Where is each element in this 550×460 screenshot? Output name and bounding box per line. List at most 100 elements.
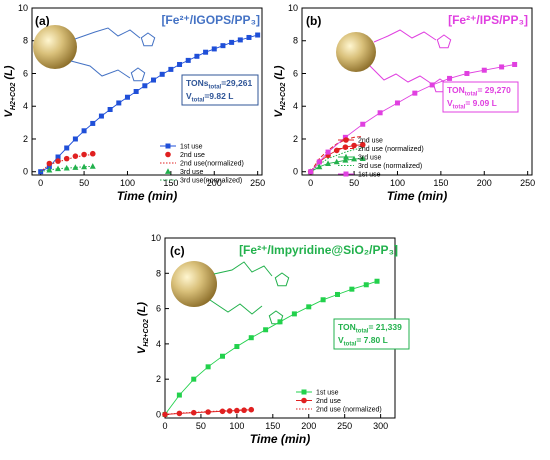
data-point bbox=[55, 165, 62, 172]
data-point bbox=[46, 166, 53, 173]
legend-label: 2nd use(normalized) bbox=[180, 161, 244, 168]
y-tick-label: 8 bbox=[156, 268, 161, 278]
legend-label: 2nd use (normalized) bbox=[316, 407, 382, 414]
y-tick-label: 0 bbox=[293, 167, 298, 177]
data-point bbox=[248, 335, 254, 341]
chart-title: [Fe²⁺/Impyridine@SiO₂/PP₃] bbox=[239, 243, 398, 257]
series-line bbox=[310, 64, 515, 172]
data-point bbox=[464, 70, 470, 76]
data-point bbox=[325, 149, 331, 155]
x-tick-label: 300 bbox=[373, 421, 388, 431]
linker-chain-icon bbox=[369, 65, 433, 85]
y-tick-label: 0 bbox=[23, 167, 28, 177]
data-point bbox=[194, 53, 200, 59]
y-tick-label: 10 bbox=[18, 3, 28, 13]
data-point bbox=[46, 164, 52, 170]
x-axis-label: Time (min) bbox=[250, 432, 310, 446]
annotation-ton: TONtotal= 29,270 bbox=[447, 85, 511, 98]
data-point bbox=[191, 376, 197, 382]
data-point bbox=[360, 121, 366, 127]
y-tick-label: 6 bbox=[156, 304, 161, 314]
data-point bbox=[255, 32, 261, 38]
x-tick-label: 0 bbox=[38, 178, 43, 188]
legend-label: 2nd use bbox=[316, 398, 341, 405]
data-point bbox=[234, 344, 240, 350]
plot-frame bbox=[31, 7, 263, 176]
y-tick-label: 4 bbox=[293, 101, 298, 111]
data-point bbox=[234, 407, 240, 414]
data-point bbox=[81, 128, 87, 134]
imidazole-ring-icon bbox=[274, 272, 290, 287]
data-point bbox=[72, 164, 79, 170]
x-tick-label: 50 bbox=[349, 178, 359, 188]
annotation-box bbox=[181, 74, 259, 106]
series-line bbox=[164, 409, 252, 415]
x-tick-label: 0 bbox=[308, 178, 313, 188]
legend-marker bbox=[165, 143, 171, 149]
series-line bbox=[164, 280, 378, 415]
linker-chain-icon bbox=[373, 29, 437, 43]
gold-particle-icon bbox=[33, 25, 77, 69]
data-point bbox=[351, 155, 358, 162]
annotation-volume: Vtotal= 9.09 L bbox=[447, 98, 497, 111]
data-point bbox=[64, 145, 70, 151]
data-point bbox=[220, 43, 226, 49]
annotation-volume: Vtotal= 7.80 L bbox=[338, 335, 388, 348]
data-point bbox=[335, 291, 340, 297]
data-point bbox=[72, 136, 78, 142]
data-point bbox=[185, 57, 191, 63]
data-point bbox=[291, 311, 297, 317]
y-tick-label: 2 bbox=[23, 134, 28, 144]
y-axis-label: VH2+CO2 (L) bbox=[3, 65, 17, 117]
data-point bbox=[277, 319, 283, 325]
data-point bbox=[90, 120, 96, 126]
data-point bbox=[38, 169, 44, 175]
x-tick-label: 200 bbox=[207, 178, 222, 188]
chart-title: [Fe²⁺/IGOPS/PP₃] bbox=[161, 13, 260, 27]
x-tick-label: 200 bbox=[477, 178, 492, 188]
y-axis-label: VH2+CO2 (L) bbox=[273, 65, 287, 117]
data-point bbox=[308, 169, 314, 175]
gold-particle-icon bbox=[171, 261, 217, 307]
data-point bbox=[248, 406, 255, 413]
x-tick-label: 100 bbox=[229, 421, 244, 431]
data-point bbox=[316, 163, 323, 170]
x-axis-label: Time (min) bbox=[387, 189, 447, 203]
data-point bbox=[190, 409, 197, 416]
legend-marker bbox=[165, 151, 171, 158]
data-point bbox=[81, 151, 87, 158]
data-point bbox=[447, 75, 453, 81]
data-point bbox=[116, 100, 122, 106]
data-point bbox=[412, 90, 418, 96]
legend-label: 1st use bbox=[358, 172, 381, 179]
data-point bbox=[229, 39, 235, 45]
imidazole-ring-icon bbox=[436, 34, 452, 49]
data-point bbox=[359, 155, 366, 162]
y-tick-label: 6 bbox=[293, 68, 298, 78]
x-tick-label: 100 bbox=[390, 178, 405, 188]
data-point bbox=[481, 67, 487, 73]
data-point bbox=[159, 71, 165, 77]
linker-chain-icon bbox=[213, 261, 273, 277]
y-tick-label: 10 bbox=[288, 3, 298, 13]
data-point bbox=[512, 61, 518, 67]
data-point bbox=[320, 297, 326, 303]
y-axis-label: VH2+CO2 (L) bbox=[136, 302, 150, 354]
data-point bbox=[133, 89, 139, 94]
legend-label: 2nd use bbox=[180, 152, 205, 159]
legend-marker bbox=[301, 389, 307, 395]
data-point bbox=[98, 113, 104, 119]
legend-marker bbox=[343, 137, 349, 143]
data-point bbox=[246, 34, 252, 40]
data-point bbox=[55, 154, 61, 160]
x-tick-label: 150 bbox=[433, 178, 448, 188]
data-point bbox=[306, 304, 312, 310]
linker-chain-icon bbox=[70, 60, 131, 79]
data-point bbox=[46, 160, 53, 167]
y-tick-label: 10 bbox=[151, 233, 161, 243]
data-point bbox=[124, 94, 130, 100]
series-line bbox=[310, 136, 363, 172]
linker-chain-icon bbox=[209, 299, 263, 315]
data-point bbox=[351, 142, 357, 149]
